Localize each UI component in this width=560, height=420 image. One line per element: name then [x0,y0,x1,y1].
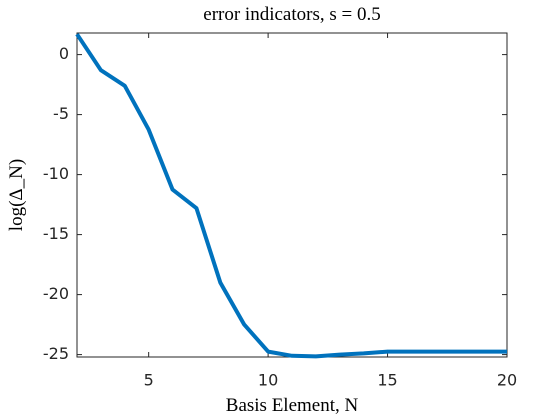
y-tick-label: -10 [43,164,69,183]
x-axis-label: Basis Element, N [226,395,359,416]
x-tick-label: 5 [144,371,154,390]
y-tick-label: -5 [53,104,69,123]
x-tick-label: 15 [377,371,397,390]
x-tick-label: 20 [497,371,517,390]
y-tick-label: -15 [43,224,69,243]
y-tick-label: -20 [43,284,69,303]
y-tick-label: 0 [59,44,69,63]
data-line [75,33,507,359]
chart-title: error indicators, s = 0.5 [203,4,380,25]
y-axis-label: log(Δ_N) [6,159,27,231]
y-tick-label: -25 [43,344,69,363]
x-tick-label: 10 [258,371,278,390]
axes-box [76,32,508,358]
